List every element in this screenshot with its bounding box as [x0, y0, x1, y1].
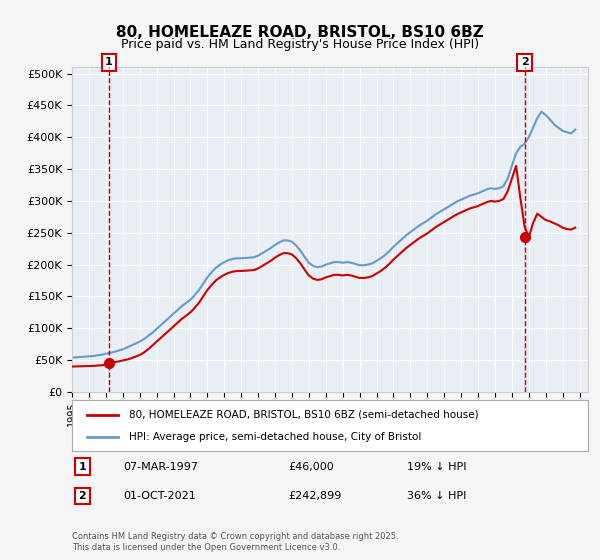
- Text: 80, HOMELEAZE ROAD, BRISTOL, BS10 6BZ: 80, HOMELEAZE ROAD, BRISTOL, BS10 6BZ: [116, 25, 484, 40]
- Text: Contains HM Land Registry data © Crown copyright and database right 2025.
This d: Contains HM Land Registry data © Crown c…: [72, 532, 398, 552]
- Text: 2: 2: [521, 57, 529, 67]
- Text: 01-OCT-2021: 01-OCT-2021: [124, 491, 196, 501]
- Text: Price paid vs. HM Land Registry's House Price Index (HPI): Price paid vs. HM Land Registry's House …: [121, 38, 479, 51]
- Text: 36% ↓ HPI: 36% ↓ HPI: [407, 491, 467, 501]
- Text: 1: 1: [105, 57, 113, 67]
- Text: 1: 1: [79, 461, 86, 472]
- Text: HPI: Average price, semi-detached house, City of Bristol: HPI: Average price, semi-detached house,…: [129, 432, 421, 442]
- Text: £46,000: £46,000: [289, 461, 334, 472]
- Text: 07-MAR-1997: 07-MAR-1997: [124, 461, 199, 472]
- Text: £242,899: £242,899: [289, 491, 342, 501]
- Text: 2: 2: [79, 491, 86, 501]
- Text: 80, HOMELEAZE ROAD, BRISTOL, BS10 6BZ (semi-detached house): 80, HOMELEAZE ROAD, BRISTOL, BS10 6BZ (s…: [129, 409, 478, 419]
- Text: 19% ↓ HPI: 19% ↓ HPI: [407, 461, 467, 472]
